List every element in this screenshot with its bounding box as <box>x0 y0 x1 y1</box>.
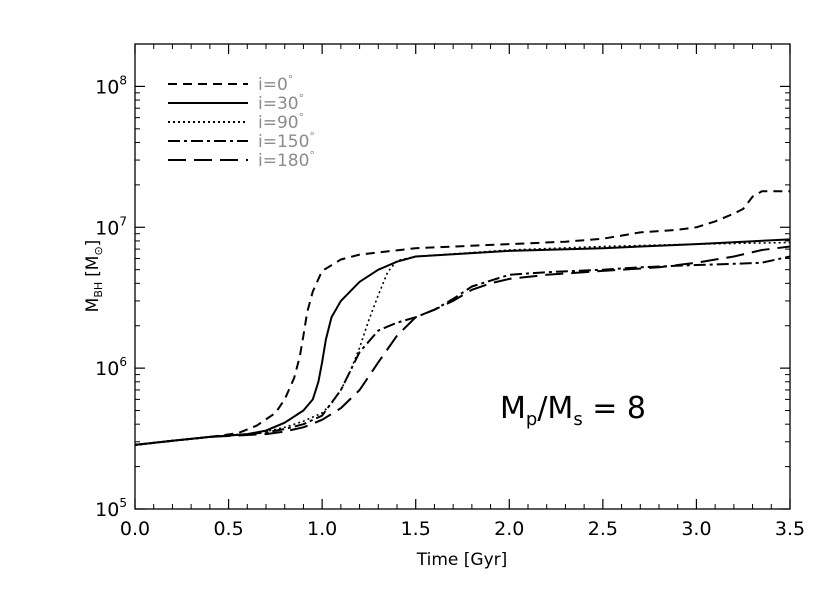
plot-frame <box>134 43 791 510</box>
series-layer <box>134 190 791 446</box>
series-line-5 <box>134 245 791 446</box>
x-tick-label: 0.5 <box>213 518 243 540</box>
x-tick-label: 3.5 <box>775 518 805 540</box>
x-tick-label: 0.0 <box>120 518 150 540</box>
x-axis-title: Time [Gyr] <box>416 550 508 570</box>
x-tick-label: 3.0 <box>681 518 711 540</box>
svg-text:MBH[M⊙]: MBH [M⊙] <box>83 240 105 313</box>
y-axis-title-main: M <box>83 298 103 313</box>
legend-label-3: i=90° <box>258 111 304 133</box>
annotation: Mp/Ms = 8 <box>500 391 646 430</box>
series-line-2 <box>134 238 791 446</box>
y-axis-title-sub: BH <box>92 282 105 298</box>
x-tick-label: 2.5 <box>588 518 618 540</box>
series-line-4 <box>134 255 791 446</box>
annotation-sub-s: s <box>573 409 582 430</box>
y-axis-title-unit-open: [M <box>83 256 103 277</box>
y-axis: 105 106 107 108 <box>95 43 790 521</box>
legend-label-2: i=30° <box>258 92 304 114</box>
y-axis-title-unit-symbol: ⊙ <box>92 246 105 255</box>
legend-label-5: i=180° <box>258 149 315 171</box>
legend: i=0°i=30°i=90°i=150°i=180° <box>168 73 315 171</box>
y-tick-label: 108 <box>95 73 127 98</box>
annotation-sub-p: p <box>526 409 537 430</box>
series-line-1 <box>134 190 790 446</box>
annotation-main: M <box>500 391 526 426</box>
legend-label-4: i=150° <box>258 130 315 152</box>
y-tick-label: 107 <box>95 214 127 239</box>
x-tick-label: 1.0 <box>307 518 337 540</box>
series-line-3 <box>134 241 791 446</box>
annotation-rest: = 8 <box>583 391 646 426</box>
x-tick-label: 2.0 <box>494 518 524 540</box>
y-tick-label: 105 <box>95 496 127 521</box>
x-axis: 0.0 0.5 1.0 1.5 2.0 2.5 3.0 3.5 <box>120 44 805 540</box>
legend-label-1: i=0° <box>258 73 293 95</box>
y-tick-label: 106 <box>95 355 127 380</box>
y-axis-title: MBH [M⊙] <box>83 240 105 313</box>
x-tick-label: 1.5 <box>401 518 431 540</box>
y-axis-title-unit-close: ] <box>83 240 103 247</box>
annotation-slash: /M <box>537 391 573 426</box>
